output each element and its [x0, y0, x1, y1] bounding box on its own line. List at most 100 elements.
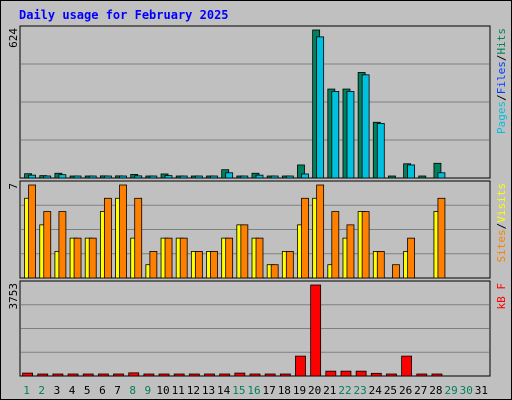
- bar-pages: [240, 175, 249, 179]
- bar-kb-f: [204, 373, 215, 377]
- x-tick-label: 22: [338, 384, 351, 397]
- bar-pages: [331, 91, 340, 179]
- x-tick-label: 29: [444, 384, 457, 397]
- x-tick-label: 1: [23, 384, 30, 397]
- bar-sites: [376, 251, 385, 279]
- x-tick-label: 26: [399, 384, 412, 397]
- bar-sites: [134, 197, 143, 279]
- x-tick-label: 3: [54, 384, 61, 397]
- bar-sites: [103, 197, 112, 279]
- bar-sites: [316, 184, 325, 279]
- x-tick-label: 19: [293, 384, 306, 397]
- legend-entry: Hits: [495, 28, 508, 55]
- bar-kb-f: [325, 370, 337, 377]
- x-tick-label: 5: [84, 384, 91, 397]
- x-tick-label: 13: [202, 384, 215, 397]
- x-tick-label: 11: [172, 384, 185, 397]
- bar-pages: [134, 175, 143, 179]
- bar-sites: [179, 237, 188, 279]
- bar-sites: [43, 211, 52, 279]
- bar-kb-f: [386, 373, 397, 377]
- bar-sites: [285, 251, 294, 279]
- bar-kb-f: [264, 373, 276, 377]
- bar-kb-f: [67, 373, 79, 377]
- x-tick-label: 25: [384, 384, 397, 397]
- bar-pages: [285, 175, 294, 179]
- bar-pages: [58, 174, 67, 179]
- bar-pages: [149, 175, 158, 179]
- chart-title: Daily usage for February 2025: [19, 8, 229, 22]
- bar-pages: [225, 172, 234, 179]
- bar-kb-f: [158, 373, 170, 377]
- legend-entry: /: [495, 55, 508, 62]
- bar-pages: [255, 174, 264, 179]
- bar-sites: [149, 251, 158, 279]
- legend-visits-sites: Sites/Visits: [495, 183, 508, 263]
- x-tick-label: 8: [129, 384, 136, 397]
- bar-hits: [388, 175, 396, 179]
- bar-pages: [301, 173, 309, 179]
- x-tick-label: 7: [114, 384, 121, 397]
- x-tick-label: 20: [308, 384, 321, 397]
- x-tick-label: 15: [232, 384, 245, 397]
- bar-hits: [297, 164, 305, 179]
- legend-entry: Sites: [495, 229, 508, 262]
- bar-kb-f: [113, 373, 124, 377]
- legend-entry: Pages: [495, 101, 508, 134]
- x-tick-label: 31: [475, 384, 488, 397]
- x-tick-label: 28: [429, 384, 442, 397]
- y-max-label-kbytes: 3753: [7, 283, 20, 310]
- legend-entry: /: [495, 94, 508, 101]
- x-tick-label: 27: [414, 384, 427, 397]
- bar-pages: [437, 172, 446, 179]
- legend-entry: Files: [495, 61, 508, 94]
- bar-pages: [164, 175, 173, 179]
- bar-pages: [119, 175, 127, 179]
- bar-pages: [346, 91, 355, 179]
- bar-sites: [119, 184, 127, 279]
- x-tick-label: 10: [156, 384, 169, 397]
- bar-pages: [376, 123, 385, 179]
- bar-sites: [392, 264, 400, 279]
- bar-pages: [270, 175, 279, 179]
- bar-pages: [361, 74, 370, 179]
- bar-pages: [316, 36, 325, 179]
- x-tick-label: 21: [323, 384, 336, 397]
- legend-entry: Visits: [495, 183, 508, 223]
- legend-entry: /: [495, 223, 508, 230]
- bar-sites: [361, 211, 370, 279]
- x-tick-label: 30: [460, 384, 473, 397]
- bar-pages: [179, 175, 188, 179]
- bar-kb-f: [173, 373, 185, 377]
- bar-sites: [331, 211, 340, 279]
- y-max-label-visits-sites: 7: [7, 183, 20, 190]
- legend-entry: kB F: [495, 283, 508, 310]
- bar-sites: [210, 251, 218, 279]
- bar-hits: [433, 162, 442, 179]
- bar-kb-f: [82, 373, 94, 377]
- x-tick-label: 17: [263, 384, 276, 397]
- bar-kb-f: [416, 373, 428, 377]
- x-tick-label: 12: [187, 384, 200, 397]
- bar-sites: [301, 197, 309, 279]
- bar-kb-f: [431, 373, 443, 377]
- bar-kb-f: [128, 372, 140, 377]
- bar-pages: [88, 175, 97, 179]
- bar-kb-f: [97, 373, 109, 377]
- x-tick-label: 14: [217, 384, 231, 397]
- x-tick-label: 23: [354, 384, 367, 397]
- x-tick-label: 18: [278, 384, 291, 397]
- bar-sites: [437, 197, 446, 279]
- bar-kb-f: [295, 355, 306, 377]
- bar-sites: [194, 251, 203, 279]
- bar-kb-f: [37, 373, 49, 377]
- x-tick-label: 2: [38, 384, 45, 397]
- bar-pages: [210, 175, 218, 179]
- bar-kb-f: [143, 373, 155, 377]
- bar-pages: [407, 164, 416, 179]
- bar-sites: [73, 237, 82, 279]
- x-tick-label: 6: [99, 384, 106, 397]
- bar-kb-f: [22, 372, 33, 377]
- bar-kb-f: [188, 373, 200, 377]
